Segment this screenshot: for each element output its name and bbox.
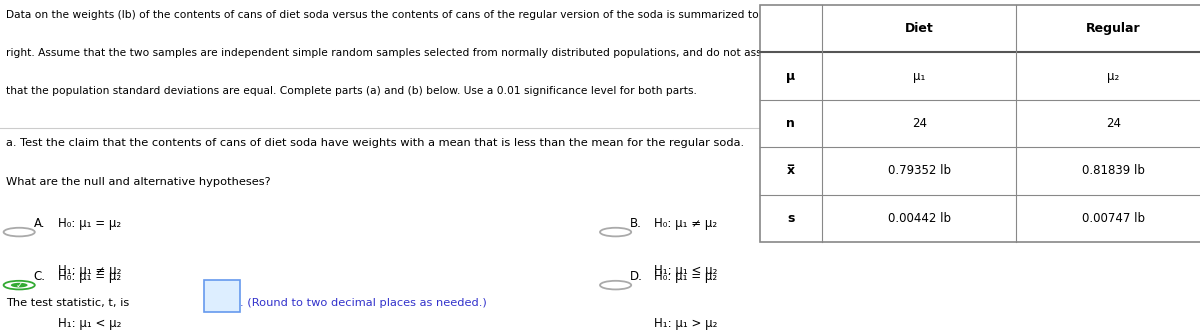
Text: s: s bbox=[787, 212, 794, 225]
Text: H₀: μ₁ ≠ μ₂: H₀: μ₁ ≠ μ₂ bbox=[654, 217, 718, 230]
Text: Data on the weights (lb) of the contents of cans of diet soda versus the content: Data on the weights (lb) of the contents… bbox=[6, 10, 780, 20]
Text: right. Assume that the two samples are independent simple random samples selecte: right. Assume that the two samples are i… bbox=[6, 48, 785, 58]
Text: μ: μ bbox=[786, 70, 796, 83]
Text: C.: C. bbox=[34, 270, 46, 283]
Text: 24: 24 bbox=[912, 117, 926, 130]
Text: H₀: μ₁ = μ₂: H₀: μ₁ = μ₂ bbox=[58, 270, 121, 283]
Text: . (Round to two decimal places as needed.): . (Round to two decimal places as needed… bbox=[240, 298, 487, 308]
Text: a. Test the claim that the contents of cans of diet soda have weights with a mea: a. Test the claim that the contents of c… bbox=[6, 138, 744, 148]
Text: 0.00442 lb: 0.00442 lb bbox=[888, 212, 950, 225]
Text: μ₂: μ₂ bbox=[1108, 70, 1120, 83]
Text: that the population standard deviations are equal. Complete parts (a) and (b) be: that the population standard deviations … bbox=[6, 86, 697, 96]
Text: D.: D. bbox=[630, 270, 643, 283]
Text: μ₁: μ₁ bbox=[913, 70, 925, 83]
Text: B.: B. bbox=[630, 217, 642, 230]
Text: 0.00747 lb: 0.00747 lb bbox=[1082, 212, 1145, 225]
Text: H₁: μ₁ < μ₂: H₁: μ₁ < μ₂ bbox=[654, 264, 718, 277]
Text: H₁: μ₁ < μ₂: H₁: μ₁ < μ₂ bbox=[58, 317, 121, 330]
Circle shape bbox=[11, 283, 28, 287]
Text: H₀: μ₁ = μ₂: H₀: μ₁ = μ₂ bbox=[58, 217, 121, 230]
Text: A.: A. bbox=[34, 217, 46, 230]
Text: H₁: μ₁ ≠ μ₂: H₁: μ₁ ≠ μ₂ bbox=[58, 264, 121, 277]
Bar bbox=[760, 5, 1200, 242]
Text: What are the null and alternative hypotheses?: What are the null and alternative hypoth… bbox=[6, 177, 271, 187]
Text: 0.79352 lb: 0.79352 lb bbox=[888, 165, 950, 177]
Text: H₁: μ₁ > μ₂: H₁: μ₁ > μ₂ bbox=[654, 317, 718, 330]
Text: 0.81839 lb: 0.81839 lb bbox=[1082, 165, 1145, 177]
Text: ✓: ✓ bbox=[16, 281, 23, 290]
Text: The test statistic, t, is: The test statistic, t, is bbox=[6, 298, 133, 308]
Text: n: n bbox=[786, 117, 796, 130]
FancyBboxPatch shape bbox=[204, 280, 240, 312]
Text: 24: 24 bbox=[1106, 117, 1121, 130]
Text: H₀: μ₁ = μ₂: H₀: μ₁ = μ₂ bbox=[654, 270, 718, 283]
Text: Diet: Diet bbox=[905, 22, 934, 35]
Text: Regular: Regular bbox=[1086, 22, 1141, 35]
Text: x̅: x̅ bbox=[787, 165, 794, 177]
